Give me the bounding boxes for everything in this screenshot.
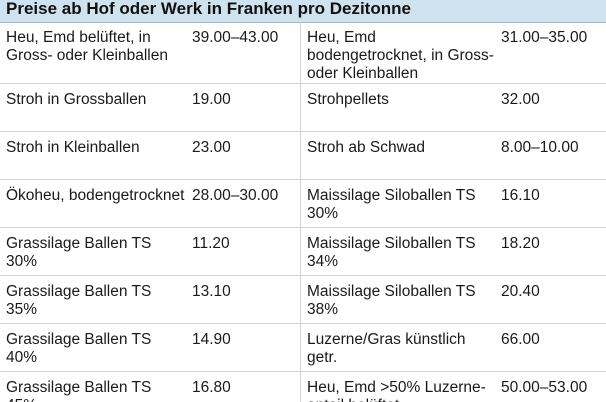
right-product-name: Heu, Emd bodengetrocknet, in Gross- oder… [300,22,495,84]
left-product-name: Grassilage Ballen TS 45% [0,371,186,402]
left-product-name: Stroh in Kleinballen [0,131,186,180]
table-header-bar: Preise ab Hof oder Werk in Franken pro D… [0,0,606,23]
right-product-price: 20.40 [495,275,606,324]
right-product-name: Maissilage Siloballen TS 30% [300,179,495,228]
left-product-price: 23.00 [186,131,301,180]
right-product-name: Stroh ab Schwad [300,131,495,180]
table-row: Stroh in Kleinballen 23.00 Stroh ab Schw… [0,131,606,180]
table-title: Preise ab Hof oder Werk in Franken pro D… [6,0,411,18]
right-product-price: 31.00–35.00 [495,22,606,84]
table-row: Ökoheu, bodengetrocknet 28.00–30.00 Mais… [0,179,606,228]
right-product-price: 18.20 [495,227,606,276]
table-row: Grassilage Ballen TS 35% 13.10 Maissilag… [0,275,606,324]
table-row: Heu, Emd belüftet, in Gross- oder Kleinb… [0,22,606,84]
right-product-price: 50.00–53.00 [495,371,606,402]
left-product-name: Stroh in Grossballen [0,83,186,132]
left-product-price: 39.00–43.00 [186,22,301,84]
right-product-name: Heu, Emd >50% Luzerne-anteil belüftet [300,371,495,402]
left-product-name: Ökoheu, bodengetrocknet [0,179,186,228]
right-product-price: 32.00 [495,83,606,132]
table-row: Grassilage Ballen TS 40% 14.90 Luzerne/G… [0,323,606,372]
left-product-name: Grassilage Ballen TS 30% [0,227,186,276]
price-table: Heu, Emd belüftet, in Gross- oder Kleinb… [0,22,606,402]
table-row: Grassilage Ballen TS 30% 11.20 Maissilag… [0,227,606,276]
right-product-price: 16.10 [495,179,606,228]
left-product-price: 16.80 [186,371,301,402]
right-product-name: Maissilage Siloballen TS 34% [300,227,495,276]
table-row: Stroh in Grossballen 19.00 Strohpellets … [0,83,606,132]
left-product-name: Heu, Emd belüftet, in Gross- oder Kleinb… [0,22,186,84]
left-product-price: 14.90 [186,323,301,372]
left-product-name: Grassilage Ballen TS 40% [0,323,186,372]
left-product-price: 13.10 [186,275,301,324]
left-product-name: Grassilage Ballen TS 35% [0,275,186,324]
right-product-price: 66.00 [495,323,606,372]
right-product-name: Luzerne/Gras künstlich getr. [300,323,495,372]
right-product-name: Strohpellets [300,83,495,132]
right-product-price: 8.00–10.00 [495,131,606,180]
left-product-price: 11.20 [186,227,301,276]
left-product-price: 19.00 [186,83,301,132]
left-product-price: 28.00–30.00 [186,179,301,228]
table-row: Grassilage Ballen TS 45% 16.80 Heu, Emd … [0,371,606,402]
right-product-name: Maissilage Siloballen TS 38% [300,275,495,324]
